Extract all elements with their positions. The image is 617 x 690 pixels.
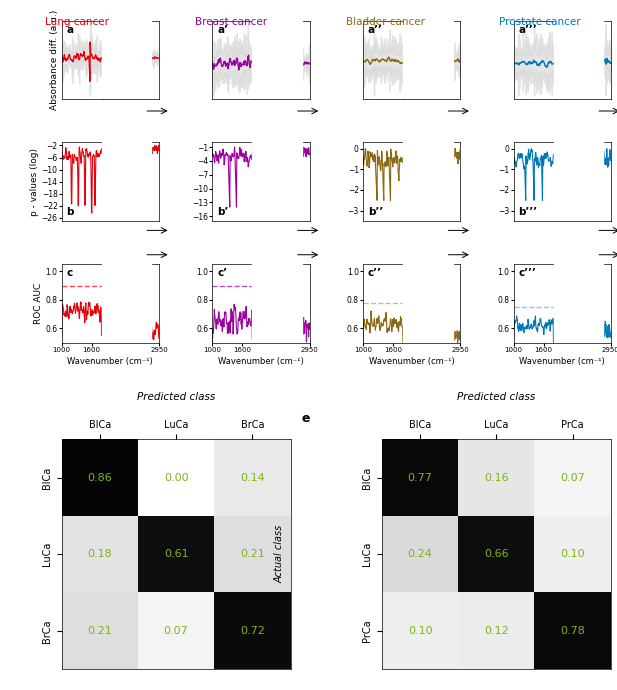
Text: Actual class: Actual class bbox=[274, 525, 284, 584]
Text: c’’: c’’ bbox=[368, 268, 382, 278]
Text: 0.14: 0.14 bbox=[240, 473, 265, 482]
Text: 0.66: 0.66 bbox=[484, 549, 509, 560]
Text: b’: b’ bbox=[217, 207, 228, 217]
Text: Breast cancer: Breast cancer bbox=[196, 17, 267, 27]
Bar bbox=[553, 142, 603, 221]
Title: Predicted class: Predicted class bbox=[457, 392, 536, 402]
Bar bbox=[252, 142, 302, 221]
Text: a’’: a’’ bbox=[368, 25, 383, 34]
Text: 0.24: 0.24 bbox=[408, 549, 433, 560]
X-axis label: Wavenumber (cm⁻¹): Wavenumber (cm⁻¹) bbox=[218, 357, 304, 366]
Text: 0.72: 0.72 bbox=[240, 626, 265, 636]
Text: 0.07: 0.07 bbox=[164, 626, 188, 636]
Y-axis label: p - values (log): p - values (log) bbox=[30, 148, 39, 216]
Text: 0.07: 0.07 bbox=[560, 473, 585, 482]
Title: Predicted class: Predicted class bbox=[137, 392, 215, 402]
Bar bbox=[102, 142, 151, 221]
Text: c’: c’ bbox=[217, 268, 227, 278]
Text: 0.16: 0.16 bbox=[484, 473, 509, 482]
Text: e: e bbox=[302, 412, 310, 425]
Bar bbox=[403, 21, 453, 99]
Text: c: c bbox=[67, 268, 73, 278]
Bar bbox=[102, 264, 151, 343]
Text: b’’’: b’’’ bbox=[518, 207, 537, 217]
Y-axis label: Absorbance diff. (a.u.): Absorbance diff. (a.u.) bbox=[50, 10, 59, 110]
Text: Bladder cancer: Bladder cancer bbox=[346, 17, 425, 27]
Text: b’’: b’’ bbox=[368, 207, 383, 217]
Text: 0.77: 0.77 bbox=[408, 473, 433, 482]
Text: Prostate cancer: Prostate cancer bbox=[499, 17, 581, 27]
Text: 0.78: 0.78 bbox=[560, 626, 585, 636]
Text: a’: a’ bbox=[217, 25, 228, 34]
X-axis label: Wavenumber (cm⁻¹): Wavenumber (cm⁻¹) bbox=[369, 357, 455, 366]
Bar bbox=[252, 264, 302, 343]
Text: 0.61: 0.61 bbox=[164, 549, 188, 560]
Bar bbox=[403, 264, 453, 343]
Text: b: b bbox=[67, 207, 74, 217]
Text: 0.21: 0.21 bbox=[88, 626, 112, 636]
Y-axis label: ROC AUC: ROC AUC bbox=[34, 283, 43, 324]
Text: 0.12: 0.12 bbox=[484, 626, 509, 636]
Text: 0.86: 0.86 bbox=[88, 473, 112, 482]
Text: 0.18: 0.18 bbox=[88, 549, 112, 560]
Text: Lung cancer: Lung cancer bbox=[45, 17, 109, 27]
Bar bbox=[102, 21, 151, 99]
X-axis label: Wavenumber (cm⁻¹): Wavenumber (cm⁻¹) bbox=[67, 357, 153, 366]
Bar bbox=[252, 21, 302, 99]
Text: a: a bbox=[67, 25, 73, 34]
Bar bbox=[403, 142, 453, 221]
Text: c’’’: c’’’ bbox=[518, 268, 536, 278]
Text: 0.21: 0.21 bbox=[240, 549, 265, 560]
Text: 0.10: 0.10 bbox=[408, 626, 433, 636]
Bar bbox=[553, 21, 603, 99]
X-axis label: Wavenumber (cm⁻¹): Wavenumber (cm⁻¹) bbox=[520, 357, 605, 366]
Text: 0.00: 0.00 bbox=[164, 473, 188, 482]
Text: a’’’: a’’’ bbox=[518, 25, 537, 34]
Text: 0.10: 0.10 bbox=[560, 549, 585, 560]
Bar bbox=[553, 264, 603, 343]
